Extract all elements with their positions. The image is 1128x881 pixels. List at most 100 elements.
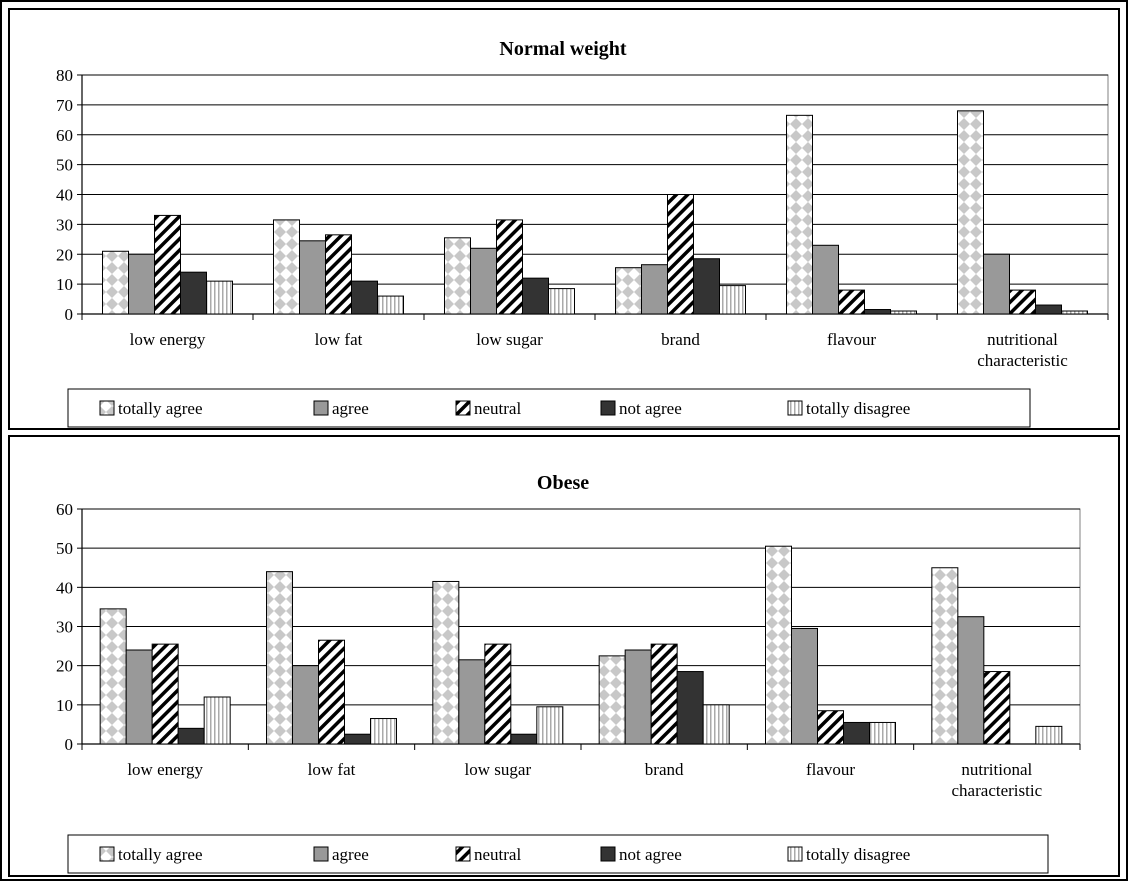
bar-flavour-totally-agree: [765, 545, 792, 745]
legend-swatch-agree: [313, 400, 329, 416]
bar-low-sugar-agree: [470, 247, 497, 315]
y-tick-label: 20: [56, 245, 73, 264]
legend-label-agree: agree: [332, 845, 369, 864]
bar-brand-totally-agree: [615, 267, 642, 315]
legend-swatch-totally-disagree: [787, 846, 803, 862]
bar-low-fat-totally-disagree: [377, 295, 404, 315]
bar-nutritional-characteristic-totally-agree: [957, 110, 984, 315]
bar-low-energy-neutral: [154, 214, 181, 315]
bar-low-energy-agree: [125, 649, 153, 745]
x-tick-label: brand: [645, 760, 684, 779]
x-tick-label: nutritional characteristic: [977, 330, 1068, 370]
x-tick-label: brand: [661, 330, 700, 349]
legend-swatch-totally-disagree: [787, 400, 803, 416]
legend-label-neutral: neutral: [474, 845, 521, 864]
bar-nutritional-characteristic-neutral: [983, 671, 1011, 745]
y-tick-label: 0: [65, 735, 74, 754]
chart-panel-normal-weight: Normal weight 0 10 20 30 40 50 60 70 80 low energy…: [8, 8, 1120, 430]
bar-low-fat-totally-agree: [273, 219, 300, 315]
bar-low-fat-totally-disagree: [370, 718, 397, 745]
bar-nutritional-characteristic-totally-agree: [931, 567, 959, 745]
bar-flavour-totally-agree: [786, 114, 813, 315]
x-tick-label: low fat: [308, 760, 356, 779]
legend-swatch-totally-agree: [99, 846, 115, 862]
bar-low-energy-not-agree: [180, 271, 207, 315]
y-tick-label: 40: [56, 578, 73, 597]
bar-low-energy-neutral: [151, 643, 179, 745]
chart-title: Normal weight: [499, 38, 627, 60]
bar-low-sugar-totally-agree: [432, 580, 460, 745]
bar-flavour-totally-disagree: [890, 310, 917, 315]
x-tick-label: flavour: [827, 330, 876, 349]
legend-swatch-not-agree: [600, 846, 616, 862]
bar-flavour-agree: [791, 627, 818, 745]
legend-swatch-neutral: [455, 400, 471, 416]
y-tick-label: 0: [65, 305, 74, 324]
legend-swatch-totally-agree: [99, 400, 115, 416]
y-tick-label: 60: [56, 500, 73, 519]
bar-flavour-agree: [812, 244, 839, 315]
bar-low-sugar-neutral: [496, 219, 523, 315]
y-tick-label: 70: [56, 96, 73, 115]
y-tick-label: 80: [56, 66, 73, 85]
bar-brand-agree: [641, 264, 668, 315]
bar-low-sugar-neutral: [484, 643, 512, 745]
legend: [67, 834, 1049, 874]
x-tick-label: low energy: [130, 330, 206, 349]
y-tick-label: 30: [56, 215, 73, 234]
y-tick-label: 30: [56, 618, 73, 637]
legend-label-neutral: neutral: [474, 399, 521, 418]
y-tick-label: 50: [56, 156, 73, 175]
bar-low-energy-not-agree: [177, 727, 205, 745]
y-tick-label: 40: [56, 186, 73, 205]
bar-brand-neutral: [667, 194, 694, 315]
bar-nutritional-characteristic-neutral: [1009, 289, 1036, 315]
legend-label-not-agree: not agree: [619, 399, 682, 418]
bar-low-fat-neutral: [325, 234, 352, 315]
y-tick-label: 50: [56, 539, 73, 558]
legend-label-totally-disagree: totally disagree: [806, 845, 910, 864]
bar-flavour-not-agree: [864, 309, 891, 315]
bar-low-sugar-agree: [458, 659, 486, 745]
y-tick-label: 20: [56, 657, 73, 676]
legend-label-totally-agree: totally agree: [118, 845, 203, 864]
bar-low-energy-totally-agree: [102, 250, 129, 315]
legend-label-totally-disagree: totally disagree: [806, 399, 910, 418]
x-tick-label: flavour: [806, 760, 855, 779]
bar-flavour-totally-disagree: [869, 721, 896, 745]
bar-low-sugar-totally-agree: [444, 237, 471, 315]
legend-label-not-agree: not agree: [619, 845, 682, 864]
y-tick-label: 60: [56, 126, 73, 145]
bar-low-fat-agree: [292, 665, 319, 745]
y-tick-label: 10: [56, 275, 73, 294]
bar-low-sugar-not-agree: [510, 733, 538, 745]
legend: [67, 388, 1031, 428]
bar-brand-neutral: [650, 643, 678, 745]
bar-low-energy-totally-disagree: [206, 280, 233, 315]
bar-brand-not-agree: [676, 671, 704, 745]
x-tick-label: low sugar: [465, 760, 532, 779]
bar-flavour-neutral: [817, 710, 844, 745]
bar-low-fat-agree: [299, 240, 326, 315]
bar-low-sugar-not-agree: [522, 277, 549, 315]
legend-label-totally-agree: totally agree: [118, 399, 203, 418]
bar-low-sugar-totally-disagree: [548, 288, 575, 315]
chart-obese: Obese 0 10 20 30 40 50 60 low energy low fat low s…: [56, 472, 1081, 874]
bar-nutritional-characteristic-totally-disagree: [1061, 310, 1088, 315]
chart-title: Obese: [537, 472, 589, 494]
y-tick-label: 10: [56, 696, 73, 715]
bar-low-sugar-totally-disagree: [536, 706, 564, 745]
bar-flavour-neutral: [838, 289, 865, 315]
bar-brand-agree: [624, 649, 652, 745]
bar-nutritional-characteristic-totally-disagree: [1035, 725, 1063, 745]
bar-nutritional-characteristic-agree: [957, 616, 985, 745]
bar-flavour-not-agree: [843, 721, 870, 745]
chart-panel-obese: Obese 0 10 20 30 40 50 60 low energy low fat low s…: [8, 435, 1120, 877]
legend-swatch-agree: [313, 846, 329, 862]
bar-low-fat-totally-agree: [266, 571, 293, 745]
x-tick-label: low sugar: [476, 330, 543, 349]
bar-nutritional-characteristic-agree: [983, 253, 1010, 315]
legend-swatch-not-agree: [600, 400, 616, 416]
bar-brand-totally-disagree: [719, 285, 746, 315]
